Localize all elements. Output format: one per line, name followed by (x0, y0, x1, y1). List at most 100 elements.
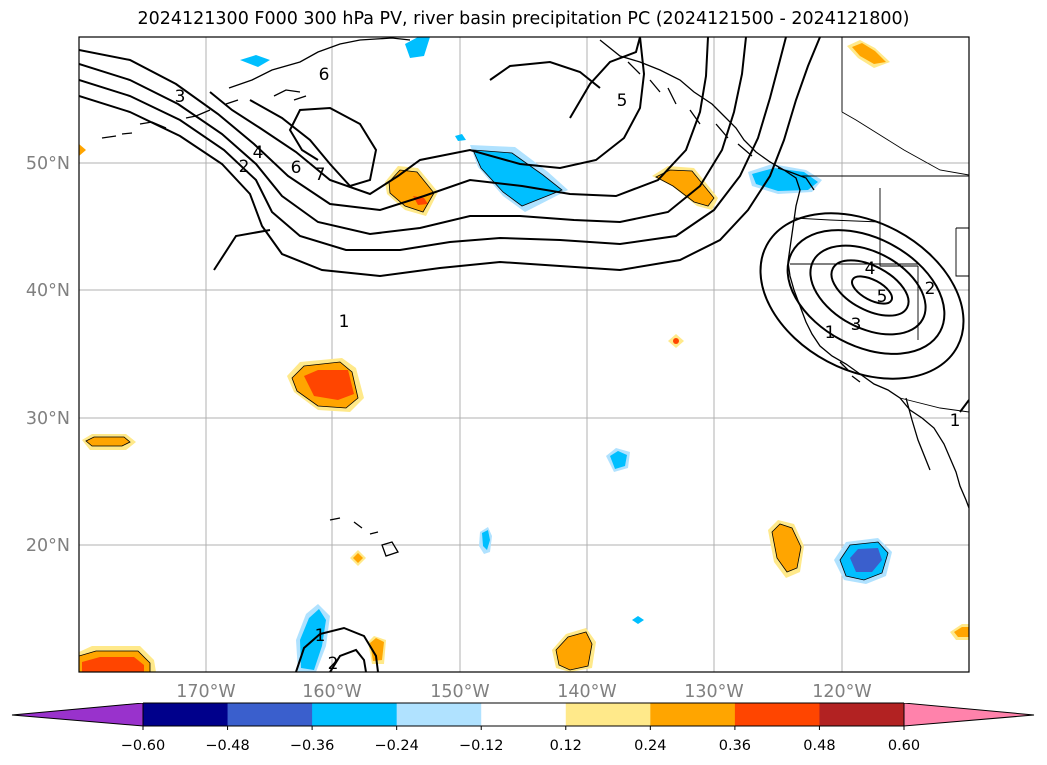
patch-orange (772, 524, 801, 572)
patch-orange (556, 632, 592, 670)
coastlines (101, 37, 969, 557)
pv-contour-2 (79, 37, 787, 251)
colorbar-segment (227, 703, 313, 726)
colorbar-segment (312, 703, 398, 726)
patch-red (304, 370, 354, 400)
pv-contour-ring-2 (786, 229, 946, 355)
patch-orange (370, 638, 384, 661)
patch-outlines (79, 149, 889, 672)
contour-label: 6 (291, 158, 302, 178)
colorbar-tick-label: 0.60 (888, 738, 920, 754)
patch-outline (388, 169, 435, 213)
pv-contour-7 (569, 37, 641, 119)
patch-outline (472, 149, 563, 207)
colorbar-segment (396, 703, 482, 726)
map-frame (78, 36, 970, 673)
colorbar-tick-label: −0.12 (459, 738, 503, 754)
baja-california (905, 397, 931, 471)
patch-blue (482, 530, 490, 550)
patch-orange (656, 170, 714, 206)
pv-contour-8 (489, 60, 601, 89)
patch-outline (555, 631, 593, 671)
colorbar-segment (143, 703, 229, 726)
lat-label: 50°N (26, 154, 70, 174)
pv-contour-edge (959, 399, 969, 413)
patch-red (673, 338, 679, 344)
patch-outline (771, 523, 802, 573)
colorbar-segment (565, 703, 651, 726)
pv-contour-ring-5 (851, 275, 893, 305)
border-idaho (879, 222, 918, 267)
contour-label: 5 (617, 91, 628, 111)
contour-label: 4 (865, 259, 876, 279)
colorbar-tick-label: 0.48 (803, 738, 835, 754)
contour-label: 4 (253, 143, 264, 163)
colorbar-tick-label: −0.48 (205, 738, 249, 754)
patch-blue (405, 37, 430, 58)
patch-orange (353, 553, 363, 563)
pv-contour-ring-1 (759, 212, 965, 380)
lat-label: 20°N (26, 536, 70, 556)
pv-contour-ring-4 (830, 259, 910, 317)
aleutian-islands-west (101, 132, 133, 139)
colorbar-segment (650, 703, 736, 726)
patch-dark-blue (850, 548, 882, 572)
pv-contour-1 (79, 37, 821, 278)
contour-label: 1 (339, 312, 350, 332)
patch-blue (473, 150, 562, 206)
pv-contour-3 (79, 37, 747, 236)
patch-red (82, 657, 144, 672)
border-us-mexico (899, 397, 969, 413)
contour-label: 7 (315, 165, 326, 185)
lon-label: 170°W (176, 682, 235, 702)
lon-labels: 170°W 160°W 150°W 140°W 130°W 120°W (176, 682, 871, 702)
lon-label: 140°W (557, 682, 616, 702)
pv-contours (79, 37, 969, 672)
contour-label: 2 (328, 654, 339, 674)
hawaiian-islands (329, 517, 399, 557)
colorbar-segments (12, 703, 1034, 726)
pv-contour-ring-3 (809, 244, 927, 336)
contour-labels: 3 6 2 4 6 7 5 1 4 5 3 2 1 1 1 2 (175, 65, 961, 674)
patch-blue (240, 55, 270, 67)
colorbar-tick-label: 0.12 (550, 738, 582, 754)
lon-label: 160°W (302, 682, 361, 702)
channel-islands (839, 361, 861, 383)
colorbar-tick-label: −0.24 (374, 738, 418, 754)
patch-orange (86, 437, 130, 446)
border-washington-oregon (793, 188, 881, 223)
precip-patches (79, 37, 969, 672)
contour-label: 5 (877, 287, 888, 307)
pv-contour-bottom-1 (295, 626, 379, 672)
patch-blue (632, 616, 644, 624)
pv-contour-9 (213, 229, 271, 271)
alaska-panhandle-islands (627, 61, 753, 157)
contour-label: 1 (315, 626, 326, 646)
alaska-peninsula-coast (228, 37, 411, 89)
colorbar-outline (11, 702, 1035, 727)
contour-label: 6 (319, 65, 330, 85)
colorbar-tick-label: 0.24 (634, 738, 666, 754)
colorbar-tick-label: −0.60 (121, 738, 165, 754)
border-bc-yukon (841, 111, 969, 176)
kodiak-island (273, 89, 307, 101)
lon-label: 130°W (684, 682, 743, 702)
vancouver-island (777, 167, 815, 191)
contour-label: 2 (239, 157, 250, 177)
pv-contour-bottom-2 (329, 648, 367, 672)
map-background (79, 37, 969, 672)
patch-outline (79, 650, 151, 672)
patch-blue (610, 451, 627, 469)
patch-orange (852, 43, 886, 64)
patch-blue (752, 168, 818, 191)
map-title: 2024121300 F000 300 hPa PV, river basin … (137, 9, 910, 29)
contour-label: 3 (851, 315, 862, 335)
patch-orange (954, 627, 969, 637)
patch-outline (85, 436, 131, 447)
border-utah (955, 227, 969, 277)
patch-orange (79, 144, 86, 156)
contour-label: 2 (925, 279, 936, 299)
contour-label: 1 (825, 323, 836, 343)
patch-outline (655, 169, 715, 207)
